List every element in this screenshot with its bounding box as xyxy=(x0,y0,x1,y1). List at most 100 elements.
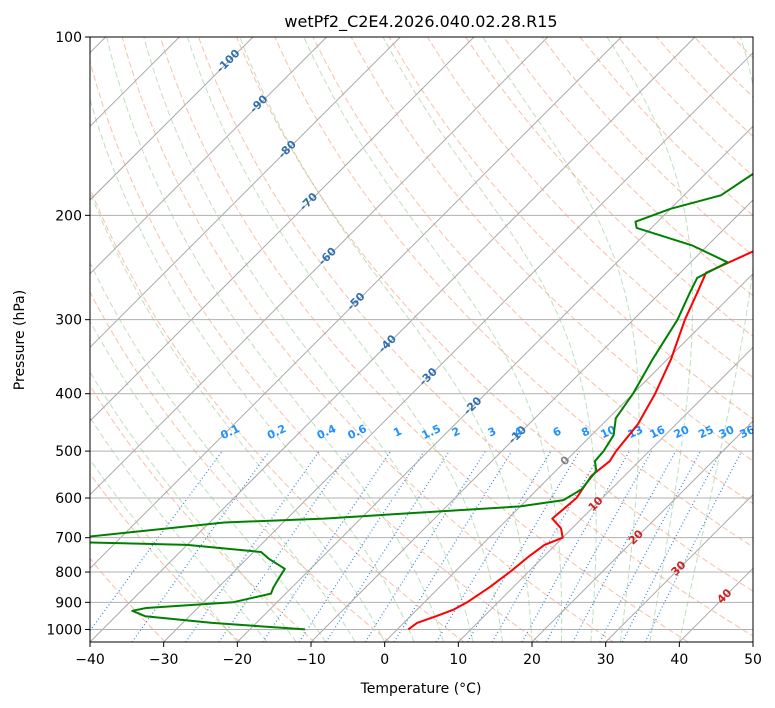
mixing-ratio-line xyxy=(325,450,450,642)
dry-adiabat xyxy=(121,37,614,642)
isotherm-line xyxy=(90,37,254,201)
y-tick-label: 900 xyxy=(55,595,82,611)
moist-adiabat xyxy=(90,416,268,642)
isotherm-line xyxy=(531,420,753,642)
sounding-profiles xyxy=(90,172,753,631)
mixing-ratio-label: 0.1 xyxy=(219,422,242,442)
isotherm-line xyxy=(90,37,622,570)
mixing-ratio-line xyxy=(644,450,743,642)
moist-adiabat xyxy=(482,37,640,642)
isotherm-line xyxy=(457,346,753,642)
isotherm-label: -60 xyxy=(316,245,339,268)
mixing-ratio-line xyxy=(599,450,702,642)
moist-adiabat xyxy=(90,190,386,642)
dry-adiabat xyxy=(732,37,753,59)
isotherm-line xyxy=(90,37,475,422)
isotherm-line xyxy=(90,37,696,642)
x-tick-label: −30 xyxy=(149,652,179,668)
mixing-ratio-line xyxy=(131,450,270,642)
axes: −40 −30 −20 −10 0 10 20 30 40 5010020030040050060… xyxy=(46,30,762,668)
y-axis-label: Pressure (hPa) xyxy=(12,290,28,390)
x-tick-label: 0 xyxy=(380,652,389,668)
mixing-ratio-line xyxy=(185,450,320,642)
y-tick-label: 1000 xyxy=(46,622,82,638)
mixing-ratio-label: 0.4 xyxy=(315,422,338,442)
mixing-ratio-line xyxy=(262,450,392,642)
x-tick-label: 10 xyxy=(449,652,467,668)
isotherm-line xyxy=(236,125,753,642)
dry-adiabat xyxy=(90,472,241,642)
dry-adiabat xyxy=(426,37,753,378)
x-tick-label: 30 xyxy=(597,652,615,668)
dewpoint-profile-line xyxy=(90,172,753,631)
dry-adiabat xyxy=(236,37,753,592)
mixing-ratio-label: 3 xyxy=(486,425,498,440)
dry-adiabat xyxy=(694,37,753,98)
y-tick-label: 100 xyxy=(55,30,82,46)
x-tick-label: 50 xyxy=(744,652,762,668)
x-tick-label: 40 xyxy=(670,652,688,668)
isotherm-line xyxy=(90,37,328,275)
y-tick-label: 600 xyxy=(55,491,82,507)
isotherm-line xyxy=(90,37,549,496)
dry-adiabat xyxy=(159,37,689,642)
moist-adiabat xyxy=(90,261,356,642)
isotherm-label: -20 xyxy=(461,394,484,417)
isotherm-line xyxy=(90,37,401,349)
isotherm-line xyxy=(678,567,753,642)
mixing-ratio-line xyxy=(364,450,486,642)
dry-adiabat xyxy=(465,37,753,338)
mixing-ratio-label: 6 xyxy=(551,424,564,439)
y-tick-label: 300 xyxy=(55,313,82,329)
dry-adiabat xyxy=(771,37,775,642)
isotherm-line xyxy=(752,641,753,642)
x-tick-label: −40 xyxy=(75,652,105,668)
mixing-ratio-line xyxy=(621,450,722,642)
plot-frame xyxy=(89,36,754,643)
dry-adiabat xyxy=(503,37,753,297)
mixing-ratio-label: 13 xyxy=(626,423,645,441)
mixing-ratio-line xyxy=(466,450,580,642)
mixing-ratio-label: 25 xyxy=(696,423,715,441)
moist-adiabat xyxy=(106,37,445,642)
background-lines xyxy=(90,37,775,642)
moist-adiabat xyxy=(187,37,503,642)
mixing-ratio-label: 1.5 xyxy=(420,422,443,442)
mixing-ratio-label: 1 xyxy=(391,425,403,440)
mixing-ratio-line xyxy=(393,450,513,642)
dry-adiabat xyxy=(90,186,465,642)
isotherm-line xyxy=(605,493,753,642)
y-tick-label: 700 xyxy=(55,531,82,547)
isotherm-line xyxy=(163,51,753,642)
mixing-ratio-line xyxy=(521,450,631,642)
temperature-profile-line xyxy=(407,250,753,631)
moist-adiabat xyxy=(678,37,753,642)
dry-adiabat xyxy=(90,557,166,642)
moist-adiabat xyxy=(382,37,597,642)
y-tick-label: 500 xyxy=(55,444,82,460)
mixing-ratio-line xyxy=(545,450,653,642)
y-tick-label: 400 xyxy=(55,387,82,403)
dry-adiabat xyxy=(90,59,540,642)
dry-adiabat xyxy=(274,37,753,548)
moist-adiabat xyxy=(239,37,533,642)
dry-adiabat xyxy=(656,37,753,138)
chart-title: wetPf2_C2E4.2026.040.02.28.R15 xyxy=(284,12,557,32)
x-axis-label: Temperature (°C) xyxy=(360,681,482,697)
x-tick-label: −10 xyxy=(296,652,326,668)
mixing-ratio-line xyxy=(298,450,425,642)
isotherm-label: -50 xyxy=(344,290,367,313)
mixing-ratio-line xyxy=(218,450,351,642)
mixing-ratio-label: 20 xyxy=(672,423,692,441)
mixing-ratio-line xyxy=(572,450,677,642)
dry-adiabat xyxy=(312,37,753,505)
isotherm-line xyxy=(384,272,753,642)
moist-adiabat xyxy=(90,370,297,642)
y-tick-label: 800 xyxy=(55,565,82,581)
dry-adiabat xyxy=(90,384,316,642)
mixing-ratio-label: 16 xyxy=(648,423,668,441)
dry-adiabat xyxy=(90,291,390,642)
x-tick-label: −20 xyxy=(223,652,253,668)
moist-adiabat xyxy=(606,37,694,642)
